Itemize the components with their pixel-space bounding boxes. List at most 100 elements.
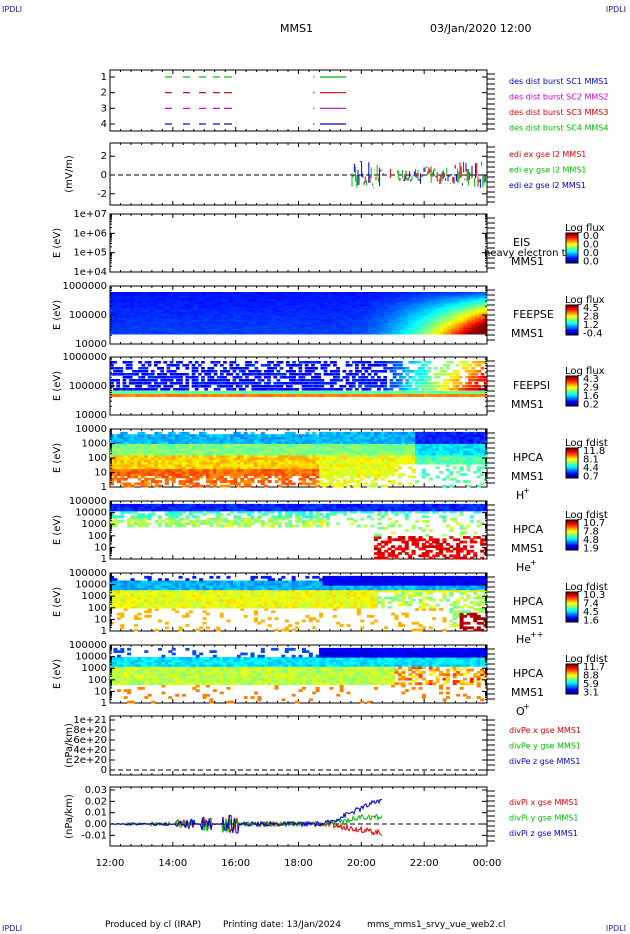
feepse-heat-cell [312, 313, 317, 315]
feepse-heat-cell [296, 296, 301, 299]
feepse-heat-cell [153, 292, 159, 294]
feepse-heat-cell [312, 322, 317, 325]
feepse-heat-cell [328, 328, 333, 331]
feepse-heat-cell [149, 326, 155, 328]
feepsi-heat-cell [163, 385, 168, 388]
feepse-heat-cell [324, 294, 329, 296]
feepse-heat-cell [244, 300, 250, 303]
feepse-heat-cell [121, 297, 127, 300]
feepse-heat-cell [209, 305, 214, 307]
feepse-heat-cell [264, 331, 270, 334]
feepse-heat-cell [145, 314, 151, 316]
feepse-heat-cell [300, 306, 305, 308]
feepse-heat-cell [304, 314, 309, 316]
feepsi-heat-cell [270, 385, 274, 388]
feepse-heat-cell [113, 298, 119, 301]
feepse-heat-cell [360, 292, 365, 294]
feepsi-low-band [194, 394, 199, 397]
feepse-heat-cell [141, 324, 147, 326]
feepse-heat-cell [455, 301, 460, 304]
feepse-heat-cell [153, 325, 159, 327]
feepse-heat-cell [332, 318, 337, 321]
feepse-heat-cell [229, 311, 234, 314]
eis-cbar-cell [566, 261, 578, 263]
feepse-heat-cell [240, 307, 246, 310]
feepse-heat-cell [173, 292, 178, 294]
feepse-heat-cell [284, 297, 290, 300]
feepse-heat-cell [181, 293, 186, 295]
feepsi-heat-cell [135, 379, 139, 382]
feepsi-heat-cell [216, 385, 221, 388]
feepsi-heat-cell [119, 367, 124, 370]
feepse-heat-cell [427, 324, 432, 326]
feepse-heat-cell [399, 330, 405, 333]
feepse-heat-cell [181, 306, 186, 308]
feepse-heat-cell [463, 306, 468, 308]
feepse-heat-cell [387, 305, 393, 307]
feepse-heat-cell [395, 297, 401, 300]
feepse-cbar-cell [566, 315, 578, 317]
feepse-heat-cell [181, 309, 186, 312]
feepse-heat-cell [451, 327, 456, 329]
feepse-heat-cell [379, 308, 385, 311]
feepse-heat-cell [463, 318, 468, 321]
feepse-heat-cell [344, 304, 349, 306]
feepse-heat-cell [229, 299, 234, 302]
feepse-heat-cell [403, 292, 409, 294]
eis-cbar-cell [566, 239, 578, 241]
feepse-heat-cell [169, 301, 174, 304]
feepse-heat-cell [427, 292, 432, 294]
feepse-heat-cell [363, 316, 369, 318]
feepse-heat-cell [292, 325, 298, 327]
feepse-heat-cell [145, 330, 151, 333]
feepse-heat-cell [308, 326, 313, 328]
feepse-heat-cell [356, 330, 361, 333]
feepse-heat-cell [284, 315, 290, 317]
feepse-heat-cell [340, 322, 345, 325]
feepse-heat-cell [288, 319, 294, 322]
feepse-heat-cell [229, 332, 234, 335]
feepse-heat-cell [443, 326, 448, 328]
feepse-heat-cell [296, 294, 301, 296]
feepse-heat-cell [125, 296, 131, 299]
feepsi-heat-cell [110, 373, 114, 376]
feepsi-mid-band [232, 391, 237, 394]
feepsi-heat-cell [282, 388, 287, 391]
feepse-heat-cell [141, 314, 147, 316]
feepse-heat-cell [260, 317, 266, 320]
feepse-heat-cell [248, 332, 254, 335]
feepsi-low-band [113, 394, 117, 397]
feepse-heat-cell [387, 325, 393, 327]
feepse-heat-cell [356, 309, 361, 312]
feepse-heat-cell [391, 322, 397, 325]
feepse-heat-cell [395, 324, 401, 326]
feepse-heat-cell [411, 294, 417, 296]
feepse-heat-cell [221, 311, 226, 314]
feepse-heat-cell [304, 318, 309, 321]
feepse-heat-cell [189, 331, 194, 334]
feepse-heat-cell [113, 296, 119, 299]
feepse-heat-cell [113, 309, 119, 312]
feepse-heat-cell [356, 313, 361, 315]
feepse-heat-cell [201, 305, 206, 307]
feepse-heat-cell [387, 332, 393, 335]
feepse-heat-cell [352, 299, 357, 302]
feepse-heat-cell [431, 321, 436, 324]
feepse-heat-cell [451, 301, 456, 304]
feepse-heat-cell [141, 301, 147, 304]
feepse-heat-cell [189, 309, 194, 312]
feepse-heat-cell [371, 316, 377, 318]
feepse-heat-cell [268, 326, 274, 328]
feepse-heat-cell [233, 297, 238, 300]
feepse-heat-cell [455, 308, 460, 311]
feepse-heat-cell [451, 305, 456, 307]
feepse-heat-cell [248, 305, 254, 307]
feepse-heat-cell [360, 332, 365, 335]
feepse-heat-cell [431, 319, 436, 322]
feepsi-heat-cell [267, 370, 271, 373]
feepse-heat-cell [308, 316, 313, 318]
feepse-heat-cell [197, 330, 202, 333]
feepse-heat-cell [320, 330, 325, 333]
feepse-heat-cell [356, 306, 361, 308]
feepsi-heat-cell [128, 379, 133, 382]
